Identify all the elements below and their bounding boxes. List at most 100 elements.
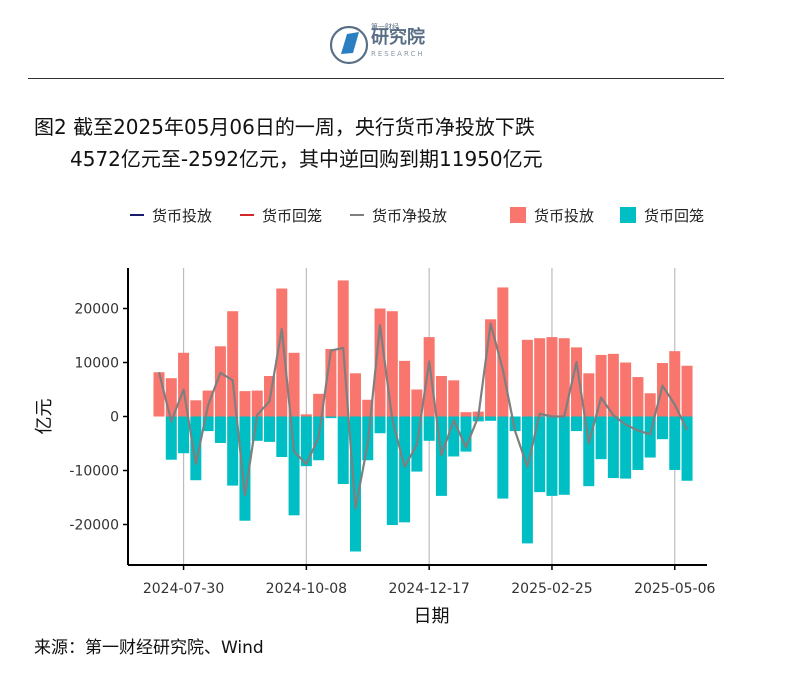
x-tick-label: 2024-07-30: [143, 581, 224, 597]
withdrawal-bar: [644, 416, 656, 458]
y-tick-label: 0: [110, 410, 119, 426]
injection-bar: [214, 346, 226, 417]
injection-bar: [165, 378, 177, 417]
withdrawal-bar: [300, 416, 312, 467]
injection-bar: [644, 393, 656, 417]
withdrawal-bar: [399, 416, 411, 523]
injection-bar: [300, 414, 312, 417]
injection-bar: [288, 352, 300, 417]
injection-bar: [632, 377, 644, 417]
withdrawal-bar: [214, 416, 226, 443]
withdrawal-bar: [632, 416, 644, 470]
withdrawal-bar: [656, 416, 668, 440]
legend-label: 货币投放: [534, 206, 595, 225]
withdrawal-bar: [521, 416, 533, 544]
injection-bar: [399, 360, 411, 417]
y-tick-label: 20000: [74, 302, 119, 318]
research-logo: 第一财经 研究院 RESEARCH: [329, 22, 439, 68]
injection-bar: [227, 311, 239, 417]
logo-subtext: RESEARCH: [371, 50, 425, 58]
injection-bar: [435, 376, 447, 417]
injection-bar: [460, 412, 472, 417]
injection-bar: [362, 399, 374, 417]
injection-bar: [153, 372, 165, 417]
withdrawal-bar: [264, 416, 276, 442]
header-divider: [28, 78, 724, 79]
injection-bar: [607, 353, 619, 417]
withdrawal-bar: [534, 416, 546, 493]
injection-bar: [669, 351, 681, 417]
legend-item-injection-line: 货币投放: [130, 200, 212, 230]
withdrawal-bar: [546, 416, 558, 496]
legend-label: 货币净投放: [372, 206, 448, 225]
withdrawal-bar: [374, 416, 386, 434]
withdrawal-bar: [349, 416, 361, 552]
withdrawal-bar: [595, 416, 607, 460]
injection-bar: [374, 308, 386, 417]
y-tick-label: -20000: [69, 518, 119, 534]
withdrawal-bar: [337, 416, 349, 484]
withdrawal-bar: [202, 416, 214, 432]
injection-bar: [251, 390, 263, 417]
legend-item-withdrawal-bar: 货币回笼: [620, 200, 704, 230]
injection-bar: [485, 319, 497, 417]
withdrawal-bar: [460, 416, 472, 452]
injection-bar: [349, 373, 361, 417]
injection-bar: [178, 352, 190, 417]
x-tick-label: 2024-12-17: [388, 581, 469, 597]
withdrawal-bar: [190, 416, 202, 481]
legend-key-net-line: [350, 214, 364, 216]
withdrawal-bar: [669, 416, 681, 470]
logo-small-text: 第一财经: [371, 23, 399, 31]
x-tick-label: 2024-10-08: [266, 581, 347, 597]
legend-label: 货币回笼: [262, 206, 323, 225]
withdrawal-bar: [165, 416, 177, 460]
injection-bar: [558, 338, 570, 417]
withdrawal-bar: [325, 416, 337, 419]
injection-bar: [571, 347, 583, 417]
withdrawal-bar: [276, 416, 288, 457]
legend-item-injection-bar: 货币投放: [510, 200, 594, 230]
injection-bar: [620, 362, 632, 417]
withdrawal-bar: [620, 416, 632, 479]
injection-bar: [325, 349, 337, 417]
withdrawal-bar: [251, 416, 263, 441]
withdrawal-bar: [681, 416, 693, 481]
logo-text: 研究院: [371, 27, 425, 48]
y-tick-label: 10000: [74, 356, 119, 372]
injection-bar: [534, 338, 546, 417]
withdrawal-bar: [178, 416, 190, 454]
injection-bar: [423, 337, 435, 417]
x-axis-title: 日期: [414, 606, 450, 627]
x-tick-label: 2025-05-06: [634, 581, 715, 597]
x-tick-label: 2025-02-25: [511, 581, 592, 597]
injection-bar: [583, 373, 595, 417]
injection-bar: [313, 393, 325, 417]
injection-bar: [521, 339, 533, 417]
net-injection-line: [157, 322, 688, 510]
withdrawal-bar: [288, 416, 300, 516]
withdrawal-bar: [227, 416, 239, 486]
injection-bar: [681, 365, 693, 417]
legend-key-injection-bar: [510, 207, 526, 223]
injection-bar: [239, 391, 251, 417]
withdrawal-bar: [239, 416, 251, 521]
withdrawal-bar: [509, 416, 521, 432]
legend-key-injection-line: [130, 214, 144, 216]
chart-title-line-1: 图2 截至2025年05月06日的一周，央行货币净投放下跌: [34, 115, 535, 139]
logo-emblem-icon: [329, 25, 369, 65]
withdrawal-bar: [423, 416, 435, 441]
injection-bar: [411, 389, 423, 417]
injection-bar: [276, 288, 288, 417]
withdrawal-bar: [448, 416, 460, 457]
withdrawal-bar: [583, 416, 595, 487]
legend-label: 货币投放: [152, 206, 213, 225]
withdrawal-bar: [485, 416, 497, 421]
chart-title-line-2: 4572亿元至-2592亿元，其中逆回购到期11950亿元: [70, 147, 543, 171]
injection-bar: [546, 337, 558, 417]
injection-bar: [190, 400, 202, 417]
legend-key-withdrawal-line: [240, 214, 254, 216]
withdrawal-bar: [386, 416, 398, 526]
source-note: 来源：第一财经研究院、Wind: [34, 638, 264, 658]
